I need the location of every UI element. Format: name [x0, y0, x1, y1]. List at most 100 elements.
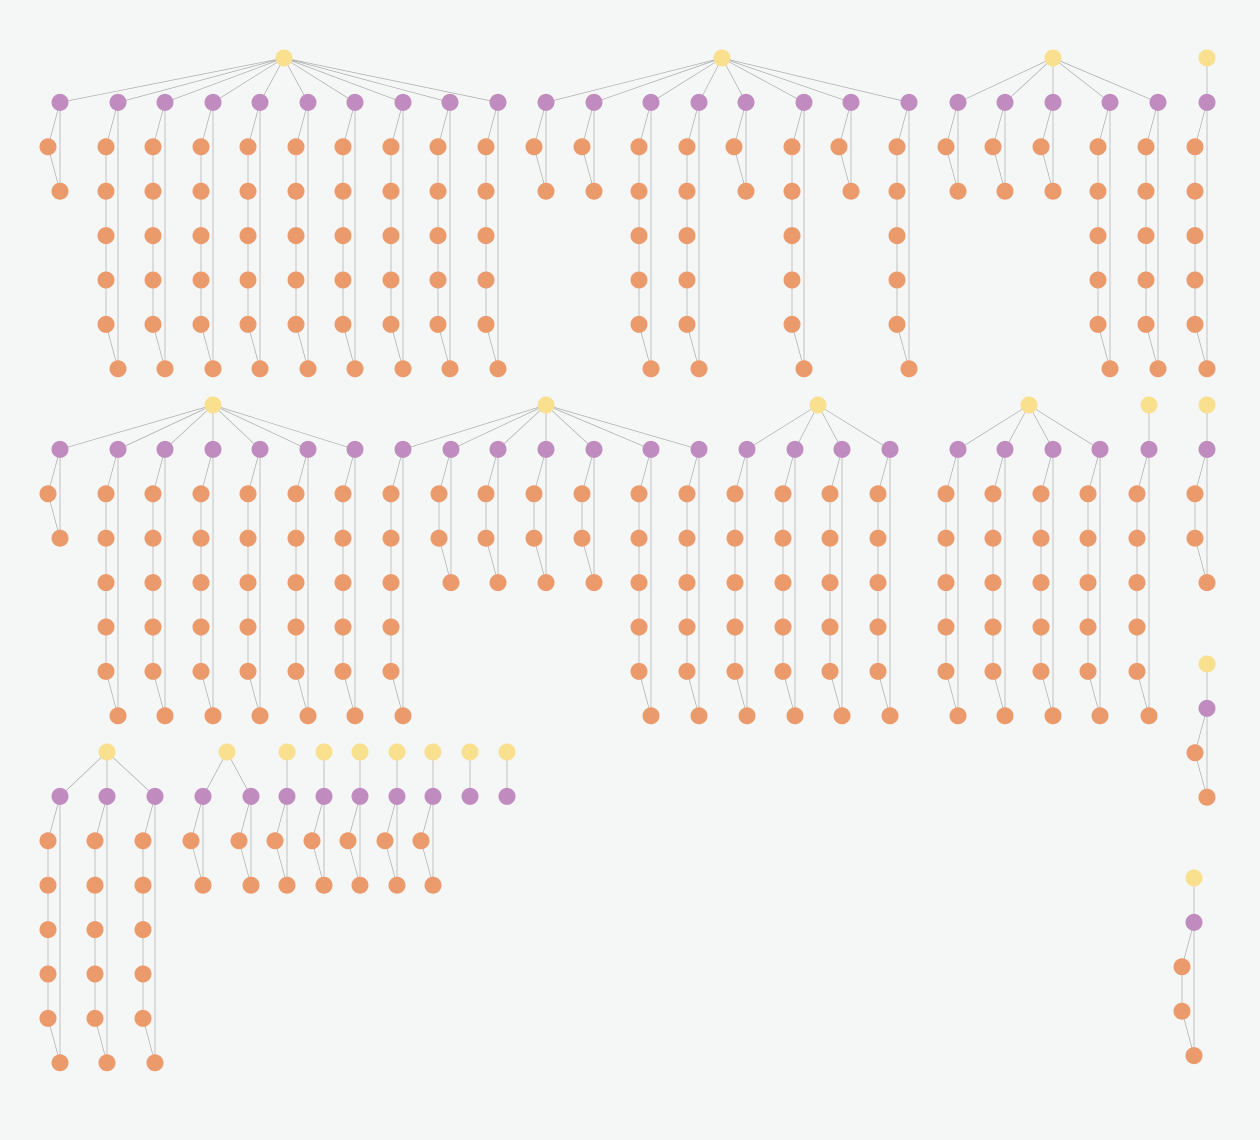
leaf-node — [39, 832, 57, 850]
branch-node — [1044, 93, 1062, 111]
branch-node — [299, 93, 317, 111]
leaf-node — [937, 662, 955, 680]
leaf-node — [429, 182, 447, 200]
branch-node — [156, 440, 174, 458]
leaf-node — [1185, 1047, 1203, 1065]
branch-node — [489, 93, 507, 111]
leaf-node — [690, 707, 708, 725]
leaf-node — [86, 921, 104, 939]
leaf-node — [1128, 574, 1146, 592]
leaf-node — [441, 360, 459, 378]
leaf-node — [937, 529, 955, 547]
leaf-node — [144, 138, 162, 156]
edge-root-to-branch — [721, 57, 805, 103]
leaf-node — [382, 182, 400, 200]
edge-root-to-branch — [59, 57, 285, 103]
leaf-node — [239, 227, 257, 245]
leaf-node — [382, 271, 400, 289]
leaf-node — [97, 227, 115, 245]
edge-root-to-branch — [212, 404, 356, 450]
branch-node — [251, 93, 269, 111]
leaf-node — [382, 574, 400, 592]
edge-root-to-branch — [59, 404, 214, 450]
leaf-node — [678, 485, 696, 503]
leaf-node — [678, 574, 696, 592]
branch-node — [949, 440, 967, 458]
leaf-node — [678, 271, 696, 289]
leaf-node — [134, 832, 152, 850]
leaf-node — [429, 271, 447, 289]
leaf-node — [192, 485, 210, 503]
leaf-node — [525, 138, 543, 156]
edge-root-to-branch — [746, 404, 819, 450]
branch-node — [242, 787, 260, 805]
leaf-node — [39, 1009, 57, 1027]
leaf-node — [642, 707, 660, 725]
leaf-node — [630, 271, 648, 289]
leaf-node — [1044, 707, 1062, 725]
leaf-node — [239, 271, 257, 289]
edge-root-to-branch — [283, 57, 499, 103]
node-layer — [39, 49, 1216, 1072]
leaf-node — [182, 832, 200, 850]
leaf-node — [1137, 271, 1155, 289]
root-node — [424, 743, 442, 761]
leaf-node — [1186, 744, 1204, 762]
leaf-node — [869, 574, 887, 592]
leaf-node — [1186, 138, 1204, 156]
leaf-node — [97, 618, 115, 636]
leaf-node — [842, 182, 860, 200]
leaf-node — [351, 876, 369, 894]
leaf-node — [996, 182, 1014, 200]
leaf-node — [1089, 227, 1107, 245]
leaf-node — [1032, 529, 1050, 547]
leaf-node — [585, 182, 603, 200]
leaf-node — [937, 574, 955, 592]
leaf-node — [1173, 1002, 1191, 1020]
leaf-node — [984, 138, 1002, 156]
leaf-node — [726, 485, 744, 503]
leaf-node — [783, 227, 801, 245]
edge-root-to-branch — [117, 57, 285, 103]
leaf-node — [97, 662, 115, 680]
branch-node — [204, 440, 222, 458]
leaf-node — [278, 876, 296, 894]
leaf-node — [725, 138, 743, 156]
branch-node — [461, 787, 479, 805]
edge-root-to-branch — [957, 57, 1054, 103]
branch-node — [642, 93, 660, 111]
leaf-node — [630, 315, 648, 333]
branch-node — [51, 440, 69, 458]
leaf-node — [888, 271, 906, 289]
root-node — [315, 743, 333, 761]
branch-node — [98, 787, 116, 805]
leaf-node — [86, 832, 104, 850]
leaf-node — [795, 360, 813, 378]
leaf-node — [1079, 662, 1097, 680]
leaf-node — [477, 529, 495, 547]
leaf-node — [1032, 618, 1050, 636]
branch-node — [1198, 440, 1216, 458]
root-node — [537, 396, 555, 414]
leaf-node — [287, 662, 305, 680]
branch-node — [346, 440, 364, 458]
branch-node — [1198, 699, 1216, 717]
leaf-node — [774, 485, 792, 503]
edge-root-to-branch — [545, 404, 700, 450]
leaf-node — [774, 529, 792, 547]
leaf-node — [144, 315, 162, 333]
leaf-node — [442, 574, 460, 592]
leaf-node — [1089, 182, 1107, 200]
leaf-node — [334, 227, 352, 245]
branch-node — [1044, 440, 1062, 458]
leaf-node — [86, 876, 104, 894]
leaf-node — [984, 529, 1002, 547]
leaf-node — [1089, 315, 1107, 333]
leaf-node — [239, 662, 257, 680]
leaf-node — [394, 707, 412, 725]
edge-root-to-branch — [1052, 57, 1159, 103]
root-node — [351, 743, 369, 761]
leaf-node — [287, 529, 305, 547]
leaf-node — [86, 1009, 104, 1027]
leaf-node — [382, 227, 400, 245]
